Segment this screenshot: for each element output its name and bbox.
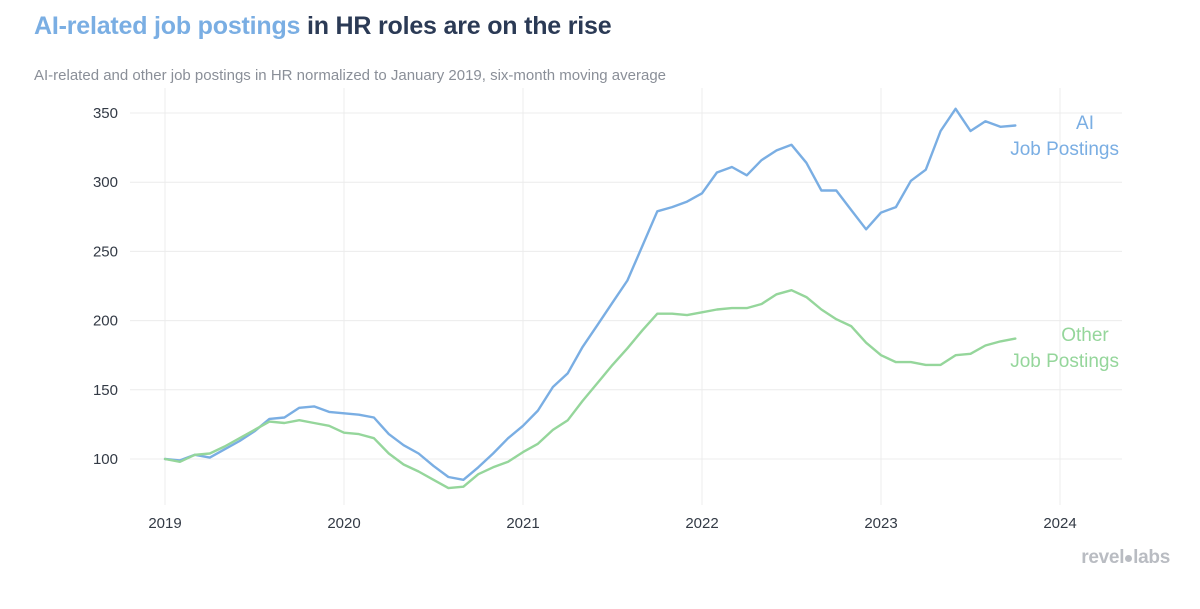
- series-line-other-job-postings: [163, 289, 1017, 490]
- x-tick-label-2021: 2021: [506, 515, 539, 532]
- logo-dot-icon: [1125, 555, 1133, 562]
- series-label-other-job-postings-line1: Other: [1061, 325, 1109, 346]
- y-tick-label-150: 150: [93, 382, 118, 399]
- y-tick-label-100: 100: [93, 451, 118, 468]
- series-label-ai-job-postings-line2: Job Postings: [1010, 139, 1119, 160]
- revelio-labs-logo: revel labs: [1081, 547, 1170, 569]
- series-line-ai-job-postings: [163, 107, 1017, 481]
- x-tick-label-2019: 2019: [148, 515, 181, 532]
- logo-text-part2: labs: [1133, 547, 1170, 568]
- x-tick-label-2024: 2024: [1043, 515, 1076, 532]
- chart-title: AI-related job postings in HR roles are …: [34, 12, 612, 41]
- y-tick-label-200: 200: [93, 313, 118, 330]
- x-tick-label-2023: 2023: [864, 515, 897, 532]
- series-label-other-job-postings-line2: Job Postings: [1010, 351, 1119, 372]
- chart-title-highlight: AI-related job postings: [34, 12, 301, 40]
- chart-title-rest: in HR roles are on the rise: [300, 12, 612, 40]
- y-tick-label-250: 250: [93, 243, 118, 260]
- logo-text-part1: revel: [1081, 547, 1125, 568]
- y-tick-label-300: 300: [93, 174, 118, 191]
- x-tick-label-2020: 2020: [327, 515, 360, 532]
- x-tick-label-2022: 2022: [685, 515, 718, 532]
- y-tick-label-350: 350: [93, 105, 118, 122]
- series-label-ai-job-postings-line1: AI: [1076, 113, 1094, 134]
- chart-subtitle: AI-related and other job postings in HR …: [34, 67, 667, 84]
